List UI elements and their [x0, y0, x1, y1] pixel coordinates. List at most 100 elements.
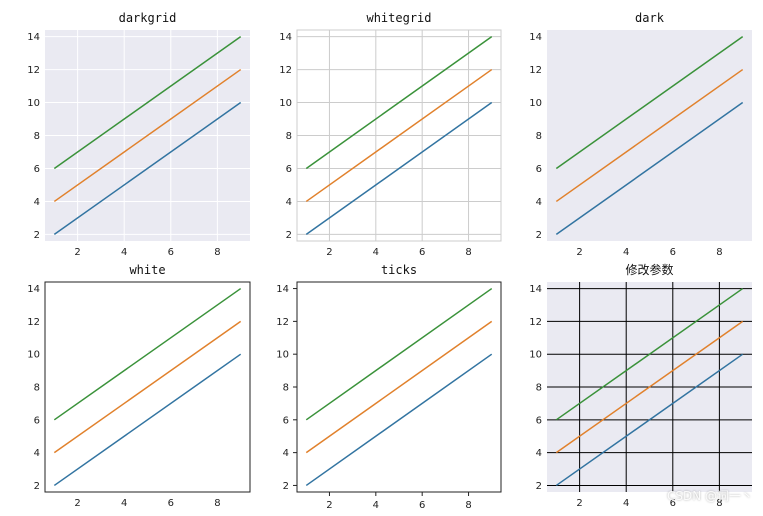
series-line-1: [53, 101, 242, 236]
y-tick-label: 8: [536, 383, 542, 394]
series-line-2: [305, 320, 493, 454]
x-tick-label: 6: [670, 498, 676, 509]
y-tick-label: 6: [283, 415, 289, 426]
subplot-title: ticks: [381, 263, 417, 277]
series-line-1: [305, 101, 493, 236]
x-tick-label: 8: [716, 247, 722, 258]
y-tick-label: 12: [27, 65, 40, 76]
y-tick-label: 8: [34, 131, 40, 142]
subplot-title: dark: [635, 11, 665, 25]
series-line-2: [53, 320, 242, 454]
y-tick-label: 2: [34, 481, 40, 492]
y-tick-label: 10: [529, 350, 542, 361]
series-line-2: [53, 68, 242, 203]
x-tick-label: 2: [74, 247, 80, 258]
series-line-3: [305, 35, 493, 170]
x-tick-label: 4: [121, 498, 127, 509]
x-tick-label: 2: [326, 500, 332, 511]
x-tick-label: 8: [716, 498, 722, 509]
y-tick-label: 14: [529, 284, 542, 295]
y-tick-label: 10: [276, 350, 289, 361]
y-tick-label: 4: [286, 197, 292, 208]
y-tick-label: 14: [279, 32, 292, 43]
axes-frame: [296, 29, 502, 242]
series-line-3: [53, 287, 242, 421]
y-tick-label: 10: [27, 98, 40, 109]
x-tick-label: 6: [670, 247, 676, 258]
series-line-3: [53, 35, 242, 170]
subplot-ticks: 2 4 6 8 2 4 6 8 10 12 14 ticks: [276, 263, 502, 511]
x-tick-label: 2: [74, 498, 80, 509]
x-tick-label: 4: [623, 498, 629, 509]
x-tick-label: 4: [121, 247, 127, 258]
series-line-1: [555, 101, 744, 236]
y-tick-label: 10: [279, 98, 292, 109]
x-tick-label: 2: [576, 498, 582, 509]
subplot-title: darkgrid: [119, 11, 177, 25]
x-tick-label: 6: [419, 247, 425, 258]
y-tick-label: 8: [536, 131, 542, 142]
series-line-1: [53, 353, 242, 487]
x-tick-label: 8: [465, 247, 471, 258]
y-tick-label: 12: [276, 317, 289, 328]
subplot-title: 修改参数: [625, 262, 673, 277]
x-tick-label: 8: [465, 500, 471, 511]
x-tick-label: 8: [214, 498, 220, 509]
y-tick-label: 2: [34, 230, 40, 241]
y-tick-label: 14: [27, 284, 40, 295]
series-line-1: [305, 353, 493, 487]
series-line-1: [555, 353, 744, 487]
axes-frame: [44, 281, 251, 493]
y-tick-label: 14: [276, 284, 289, 295]
x-tick-label: 6: [168, 247, 174, 258]
series-line-3: [555, 35, 744, 170]
y-tick-label: 14: [529, 32, 542, 43]
y-tick-label: 4: [536, 197, 542, 208]
series-line-2: [555, 320, 744, 454]
y-tick-label: 4: [283, 448, 289, 459]
y-tick-label: 12: [279, 65, 292, 76]
y-tick-label: 2: [283, 481, 289, 492]
series-line-3: [305, 287, 493, 421]
y-tick-label: 4: [34, 197, 40, 208]
y-tick-label: 12: [529, 317, 542, 328]
y-tick-label: 8: [286, 131, 292, 142]
y-tick-label: 2: [536, 230, 542, 241]
subplot-dark: 2 4 6 8 2 4 6 8 10 12 14 dark: [529, 11, 752, 258]
subplot-white: 2 4 6 8 2 4 6 8 10 12 14 white: [27, 263, 251, 509]
x-tick-label: 2: [576, 247, 582, 258]
series-line-3: [555, 287, 744, 421]
y-tick-label: 6: [286, 164, 292, 175]
x-tick-label: 6: [168, 498, 174, 509]
y-tick-label: 8: [283, 383, 289, 394]
x-tick-label: 4: [373, 247, 379, 258]
y-tick-label: 10: [529, 98, 542, 109]
y-tick-label: 6: [536, 164, 542, 175]
y-tick-label: 12: [27, 317, 40, 328]
x-tick-label: 8: [214, 247, 220, 258]
x-tick-label: 4: [373, 500, 379, 511]
x-tick-label: 6: [419, 500, 425, 511]
y-tick-label: 4: [34, 448, 40, 459]
x-tick-label: 4: [623, 247, 629, 258]
series-line-2: [555, 68, 744, 203]
subplot-title: whitegrid: [366, 11, 431, 25]
y-tick-label: 14: [27, 32, 40, 43]
y-tick-label: 2: [286, 230, 292, 241]
series-line-2: [305, 68, 493, 203]
y-tick-label: 4: [536, 448, 542, 459]
x-tick-label: 2: [326, 247, 332, 258]
subplot-whitegrid: 2 4 6 8 2 4 6 8 10 12 14 whitegrid: [279, 11, 502, 258]
y-tick-label: 6: [536, 415, 542, 426]
y-tick-label: 6: [34, 164, 40, 175]
subplot-darkgrid: 2 4 6 8 2 4 6 8 10 12 14 darkgrid: [27, 11, 250, 258]
y-tick-label: 8: [34, 383, 40, 394]
subplot-title: white: [129, 263, 165, 277]
y-tick-label: 2: [536, 481, 542, 492]
y-tick-label: 12: [529, 65, 542, 76]
subplot-custom: 2 4 6 8 2 4 6 8 10 12 14 修改参数: [529, 262, 752, 509]
y-tick-label: 6: [34, 415, 40, 426]
y-tick-label: 10: [27, 350, 40, 361]
